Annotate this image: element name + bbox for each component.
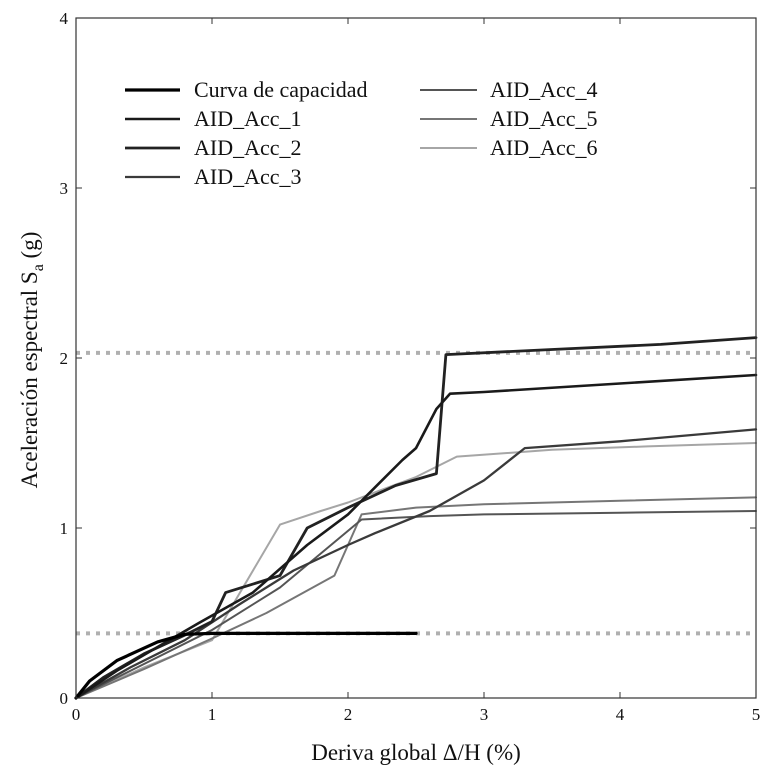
series-lines — [74, 336, 758, 700]
x-axis-label: Deriva global Δ/H (%) — [311, 740, 521, 765]
legend-label: AID_Acc_5 — [490, 106, 598, 131]
legend-label: AID_Acc_2 — [194, 135, 302, 160]
legend-label: AID_Acc_3 — [194, 164, 302, 189]
axis-ticks: 0 1 2 3 4 5 0 1 2 3 4 — [60, 9, 761, 724]
legend: Curva de capacidad AID_Acc_1 AID_Acc_2 AID_… — [125, 77, 598, 189]
x-axis-title: Deriva global Δ/H (%) — [311, 740, 521, 765]
x-tick-label: 2 — [344, 705, 353, 724]
y-tick-label: 1 — [60, 519, 69, 538]
series-line-aid-acc-5 — [75, 496, 757, 699]
y-tick-label: 4 — [60, 9, 69, 28]
x-tick-label: 1 — [208, 705, 217, 724]
legend-label: AID_Acc_4 — [490, 77, 598, 102]
series-line-curva-de-capacidad — [74, 631, 418, 700]
series-line-aid-acc-1 — [74, 373, 758, 700]
y-tick-label: 3 — [60, 179, 69, 198]
series-line-aid-acc-3 — [74, 428, 758, 700]
legend-label: AID_Acc_1 — [194, 106, 302, 131]
series-line-aid-acc-6 — [75, 442, 757, 699]
y-axis-title: Aceleración espectral Sa (g) — [17, 232, 47, 489]
y-tick-label: 0 — [60, 689, 69, 708]
x-tick-label: 4 — [616, 705, 625, 724]
x-tick-label: 0 — [72, 705, 81, 724]
x-tick-label: 3 — [480, 705, 489, 724]
y-axis-label: Aceleración espectral Sa (g) — [17, 232, 47, 489]
legend-label: AID_Acc_6 — [490, 135, 598, 160]
x-tick-label: 5 — [752, 705, 761, 724]
legend-label: Curva de capacidad — [194, 77, 367, 102]
y-tick-label: 2 — [60, 349, 69, 368]
reference-lines — [76, 350, 756, 636]
series-line-aid-acc-4 — [75, 510, 757, 699]
